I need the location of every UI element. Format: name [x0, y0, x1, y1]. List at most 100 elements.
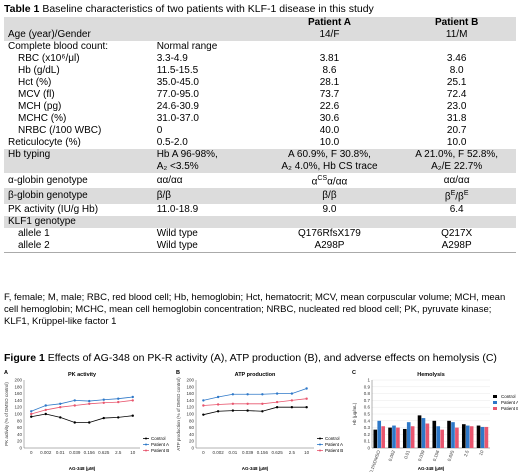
bar	[373, 429, 378, 448]
y-tick-label: 200	[186, 378, 194, 383]
legend-swatch	[493, 401, 497, 404]
table-cell: 11/M	[397, 29, 516, 41]
x-tick-label: 0.01	[228, 450, 237, 455]
x-tick-label: 0.1%DMSO	[368, 449, 381, 472]
series-line	[31, 400, 133, 415]
table-cell: 14/F	[261, 29, 398, 41]
table-cell: 30.6	[319, 113, 340, 124]
table-row: RBC (x10⁶/μl) 3.3-4.9 3.81 3.46	[4, 53, 516, 65]
table-cell: A₂ 4.0%, Hb CS trace	[261, 161, 398, 173]
y-tick-label: 160	[186, 391, 194, 396]
y-tick-label: 0.8	[364, 391, 371, 396]
table-cell: 0	[156, 125, 163, 136]
table-row: A₂ <3.5% A₂ 4.0%, Hb CS trace A₂/E 22.7%	[4, 161, 516, 173]
table-cell: KLF1 genotype	[4, 215, 153, 228]
table-cell: αα/αα	[443, 174, 470, 186]
data-point	[231, 402, 235, 405]
table-cell: 20.7	[446, 125, 467, 136]
data-point	[73, 421, 76, 424]
legend-label: Patient B	[151, 448, 169, 453]
table-cell: A₂/E 22.7%	[397, 161, 516, 173]
legend-label: Patient A	[501, 400, 518, 405]
data-point	[202, 404, 205, 407]
chart-pk-activity: A PK activity 0 20 40 60 80 100 120 140 160 180 200 P…	[2, 368, 170, 472]
data-point	[290, 399, 294, 402]
data-point	[73, 399, 76, 402]
x-axis-label: AG-348 (μM)	[242, 466, 269, 471]
y-axis-label: ATP production (% of DMSO control)	[176, 377, 181, 451]
table-cell: Wild type	[152, 239, 262, 253]
baseline-table: Patient A Patient B Age (year)/Gender 14/…	[4, 17, 516, 253]
y-tick-label: 0.2	[364, 432, 371, 437]
data-point	[261, 393, 264, 396]
table-cell: 3.46	[446, 53, 467, 64]
bar	[447, 420, 451, 448]
table-cell: 40.0	[319, 125, 340, 136]
data-point	[88, 421, 91, 424]
table-cell: 73.7	[319, 89, 340, 100]
y-tick-label: 180	[14, 384, 22, 389]
table-row: Hb typing Hb A 96-98%, A 60.9%, F 30.8%, A …	[4, 149, 516, 161]
legend-marker	[319, 449, 321, 452]
y-tick-label: 0.3	[364, 425, 371, 430]
y-tick-label: 80	[17, 418, 23, 423]
table-row: allele 2 Wild type A298P A298P	[4, 239, 516, 253]
y-tick-label: 120	[14, 405, 22, 410]
data-point	[73, 404, 76, 407]
table-cell: 3.81	[319, 53, 340, 64]
data-point	[44, 408, 47, 412]
table-cell: Hb (g/dL)	[18, 65, 60, 76]
series-line	[203, 388, 307, 401]
table-cell: 25.1	[446, 77, 467, 88]
table-cell: PK activity (IU/g Hb)	[8, 203, 99, 215]
table-cell: Hb A 96-98%,	[152, 149, 262, 161]
data-point	[30, 410, 33, 413]
x-tick-label: 0.002	[40, 450, 52, 455]
data-point	[117, 397, 120, 400]
table-cell: allele 1	[18, 227, 50, 239]
data-point	[59, 406, 62, 409]
x-axis-label: AG-348 (μM)	[69, 466, 96, 471]
series-line	[203, 406, 307, 416]
y-tick-label: 0.7	[364, 398, 371, 403]
table-cell: Q217X	[441, 227, 473, 239]
x-tick-label: 10	[478, 449, 485, 456]
bar	[421, 418, 426, 448]
bar	[396, 427, 400, 448]
bar	[425, 423, 430, 448]
table-cell: 3.3-4.9	[156, 53, 188, 64]
table-cell: αCSα/αα	[311, 175, 348, 188]
table-cell: Age (year)/Gender	[4, 29, 153, 41]
x-tick-label: 0.625	[271, 450, 283, 455]
table-cell	[152, 215, 262, 228]
table-cell: β/β	[261, 188, 398, 204]
table-cell	[261, 215, 398, 228]
panel-letter: B	[176, 370, 180, 376]
table-cell: 8.0	[449, 65, 464, 76]
table-row: α-globin genotype αα/αα αCSα/αα αα/αα	[4, 173, 516, 188]
table-row: KLF1 genotype	[4, 215, 516, 228]
data-point	[131, 395, 134, 399]
bar	[402, 428, 407, 448]
table-cell: 9.0	[322, 203, 337, 215]
x-tick-label: 0.039	[242, 450, 254, 455]
data-point	[88, 402, 91, 405]
chart-hemolysis-svg: C Hemolysis 0 0.1 0.2 0.3 0.40.5 0.6 0.7 0.8 0.91 H…	[352, 370, 518, 472]
y-tick-label: 0	[19, 446, 22, 451]
bar	[392, 425, 396, 448]
table-cell: A 60.9%, F 30.8%,	[261, 149, 398, 161]
table-cell: 10.0	[446, 137, 467, 148]
y-axis-label: PK activity (% of DMSO control)	[4, 382, 9, 446]
y-tick-label: 80	[189, 418, 195, 423]
legend-marker	[145, 449, 147, 452]
table-cell: Normal range	[156, 41, 218, 52]
panel-letter: C	[352, 370, 356, 376]
data-point	[275, 400, 279, 404]
table-cell: 8.6	[322, 65, 337, 76]
legend-label: Control	[151, 436, 166, 441]
data-point	[102, 401, 105, 404]
legend-label: Patient A	[151, 442, 169, 447]
bar	[377, 420, 382, 448]
table-cell: 6.4	[449, 203, 464, 215]
data-point	[216, 403, 220, 406]
